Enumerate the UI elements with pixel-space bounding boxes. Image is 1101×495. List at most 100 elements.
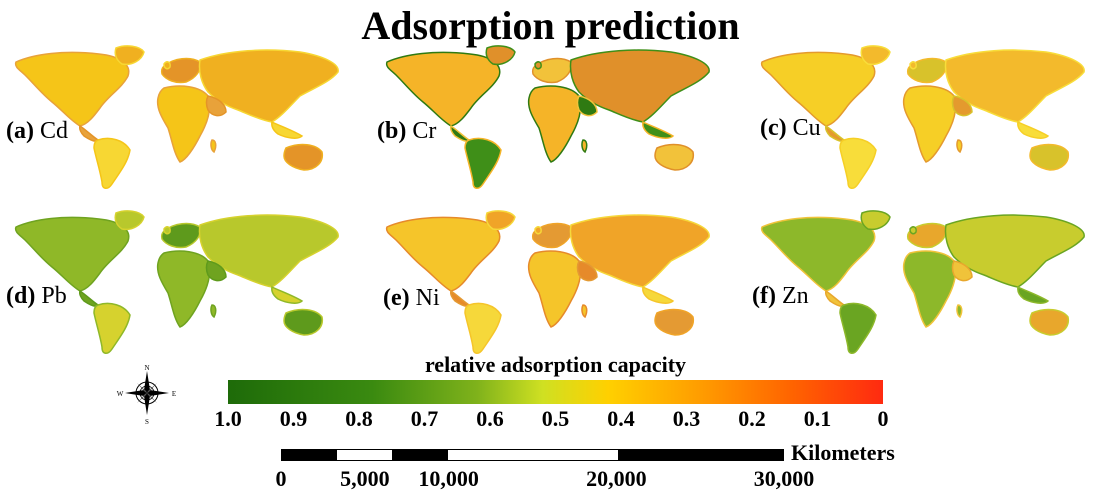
map-panel-cd: (a) Cd xyxy=(4,40,354,210)
landmass-madagascar xyxy=(210,304,217,319)
world-map xyxy=(385,210,710,354)
landmass-southeast-asia xyxy=(1017,285,1050,304)
landmass-north-america xyxy=(14,51,130,127)
landmass-north-america xyxy=(14,216,130,292)
panel-label: (f) Zn xyxy=(752,283,809,310)
compass-n: N xyxy=(144,365,149,372)
panel-letter: (b) xyxy=(377,118,407,144)
world-map xyxy=(385,45,710,189)
colorbar-tick: 0.5 xyxy=(541,406,570,431)
scale-segment xyxy=(618,450,783,460)
scale-tick: 20,000 xyxy=(586,466,647,491)
colorbar-tick: 0.1 xyxy=(803,406,832,431)
landmass-southeast-asia xyxy=(1017,120,1050,139)
landmass-arabia xyxy=(576,260,598,282)
world-map xyxy=(760,210,1085,354)
panel-letter: (f) xyxy=(752,283,776,309)
map-panel-cr: (b) Cr xyxy=(375,40,725,210)
landmass-central-america xyxy=(79,124,100,142)
landmass-south-america xyxy=(464,302,502,354)
map-panel-zn: (f) Zn xyxy=(750,205,1100,375)
landmass-madagascar xyxy=(210,139,217,154)
landmass-south-america xyxy=(839,137,877,189)
landmass-europe xyxy=(906,222,948,249)
landmass-arabia xyxy=(951,95,973,117)
colorbar-tick: 0.4 xyxy=(607,406,635,431)
panel-metal: Cu xyxy=(792,115,821,141)
landmass-africa xyxy=(902,250,957,328)
compass-rose: N S W E xyxy=(112,364,182,426)
landmass-africa xyxy=(902,85,957,163)
colorbar-tick: 0.7 xyxy=(410,406,439,431)
panel-metal: Ni xyxy=(415,285,440,311)
panel-metal: Zn xyxy=(781,283,809,309)
scale-tick: 30,000 xyxy=(753,466,815,491)
landmass-europe xyxy=(531,222,573,249)
landmass-greenland xyxy=(485,45,516,66)
panel-label: (c) Cu xyxy=(760,115,821,142)
landmass-madagascar xyxy=(956,304,963,319)
landmass-greenland xyxy=(114,45,145,66)
landmass-europe xyxy=(160,57,202,84)
panel-metal: Cr xyxy=(412,118,437,144)
world-map xyxy=(14,45,339,189)
landmass-south-america xyxy=(464,137,502,189)
colorbar-tick: 0.6 xyxy=(476,406,504,431)
landmass-southeast-asia xyxy=(271,285,304,304)
landmass-asia xyxy=(944,214,1085,288)
landmass-africa xyxy=(156,85,211,163)
panel-letter: (a) xyxy=(6,118,34,144)
landmass-uk xyxy=(909,226,917,235)
scale-segment xyxy=(448,450,618,460)
world-map xyxy=(14,210,339,354)
landmass-central-america xyxy=(825,124,846,142)
panel-label: (b) Cr xyxy=(377,118,436,145)
landmass-uk xyxy=(163,61,171,70)
landmass-south-america xyxy=(93,137,131,189)
landmass-greenland xyxy=(860,210,891,231)
colorbar-title: relative adsorption capacity xyxy=(424,352,687,377)
map-panel-ni: (e) Ni xyxy=(375,205,725,375)
landmass-uk xyxy=(534,226,542,235)
landmass-asia xyxy=(198,49,339,123)
landmass-asia xyxy=(569,49,710,123)
scale-segment xyxy=(337,450,392,460)
colorbar-tick: 0.2 xyxy=(738,406,766,431)
panel-letter: (d) xyxy=(6,283,36,309)
compass-s: S xyxy=(145,418,149,425)
landmass-europe xyxy=(906,57,948,84)
landmass-asia xyxy=(569,214,710,288)
landmass-north-america xyxy=(760,51,876,127)
landmass-arabia xyxy=(205,260,227,282)
panel-label: (a) Cd xyxy=(6,118,68,145)
compass-w: W xyxy=(117,390,124,398)
landmass-australia xyxy=(654,143,695,171)
landmass-asia xyxy=(944,49,1085,123)
panel-label: (d) Pb xyxy=(6,283,67,310)
landmass-australia xyxy=(1029,308,1070,336)
colorbar-tick: 1.0 xyxy=(214,406,242,431)
panel-metal: Cd xyxy=(39,118,68,144)
landmass-north-america xyxy=(385,216,501,292)
scale-unit: Kilometers xyxy=(791,440,895,465)
landmass-central-america xyxy=(79,289,100,307)
colorbar-tick: 0 xyxy=(877,406,889,431)
panel-letter: (c) xyxy=(760,115,787,141)
landmass-north-america xyxy=(385,51,501,127)
landmass-madagascar xyxy=(956,139,963,154)
world-map xyxy=(760,45,1085,189)
landmass-africa xyxy=(156,250,211,328)
landmass-madagascar xyxy=(581,304,588,319)
landmass-asia xyxy=(198,214,339,288)
landmass-greenland xyxy=(485,210,516,231)
landmass-arabia xyxy=(205,95,227,117)
landmass-central-america xyxy=(450,124,471,142)
panel-label: (e) Ni xyxy=(383,285,440,312)
landmass-southeast-asia xyxy=(642,285,675,304)
landmass-uk xyxy=(534,61,542,70)
map-panel-cu: (c) Cu xyxy=(750,40,1100,210)
landmass-australia xyxy=(283,308,324,336)
scale-segment xyxy=(282,450,337,460)
panel-metal: Pb xyxy=(41,283,67,309)
landmass-madagascar xyxy=(581,139,588,154)
